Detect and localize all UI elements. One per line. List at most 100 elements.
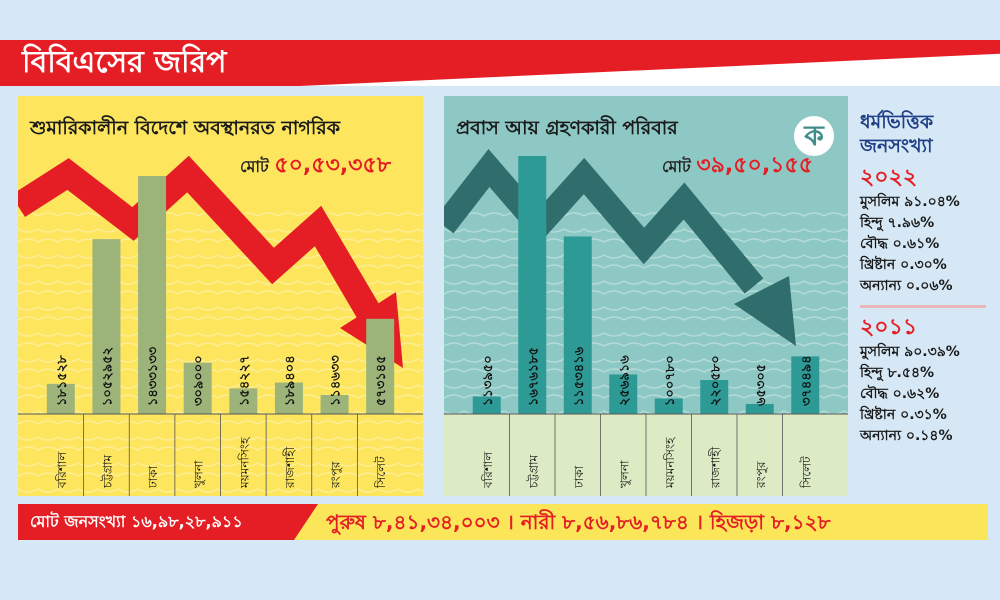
newspaper-logo-icon: ক bbox=[794, 116, 834, 156]
bar-value-label: ১৫৪২২৭ bbox=[237, 355, 252, 406]
decorative-wave bbox=[444, 316, 848, 321]
trend-arrow-head bbox=[734, 276, 796, 346]
category-label: বরিশাল bbox=[55, 451, 69, 489]
chart-total-label: মোট bbox=[240, 157, 269, 176]
bar-value-label: ১৬৭৬১৮৫ bbox=[526, 347, 541, 406]
bar-4 bbox=[654, 398, 683, 414]
decorative-wave bbox=[18, 254, 423, 259]
religion-title: ধর্মভিত্তিক জনসংখ্যা bbox=[860, 111, 934, 157]
footer-total-population: মোট জনসংখ্যা ১৬,৯৮,২৮,৯১১ bbox=[30, 512, 243, 531]
bar-value-label: ১৪৩৩১৩৩ bbox=[146, 346, 161, 406]
religion-year-2011: ২০১১ bbox=[860, 315, 918, 340]
religion-item: অন্যান্য ০.০৬% bbox=[860, 278, 953, 294]
bar-value-label: ৩৭৪৪৯৪ bbox=[799, 355, 814, 406]
chart-total-value: ৫০,৫৩,৩৫৮ bbox=[274, 153, 392, 178]
chart-total-value: ৩৯,৫০,১৫৫ bbox=[696, 153, 814, 178]
category-label: রংপুর bbox=[329, 461, 344, 489]
bar-value-label: ১০৫২৯৫২ bbox=[100, 347, 115, 406]
category-label: চট্টগ্রাম bbox=[100, 454, 114, 489]
chart-total: মোট ৫০,৫৩,৩৫৮ bbox=[240, 148, 391, 185]
chart-remittance: ১১৩৯৫০ বরিশাল ১৬৭৬১৮৫ চট্টগ্রাম ১১৫৩৪১৬ ঢাকা ২… bbox=[444, 96, 848, 496]
religion-item: অন্যান্য ০.১৪% bbox=[860, 428, 953, 444]
decorative-wave bbox=[444, 306, 848, 311]
decorative-wave bbox=[18, 472, 423, 477]
chart-title: প্রবাস আয় গ্রহণকারী পরিবার bbox=[456, 117, 678, 139]
bar-0 bbox=[472, 396, 501, 414]
decorative-wave bbox=[18, 264, 423, 269]
bar-7 bbox=[366, 318, 395, 414]
religion-item: খ্রিষ্টান ০.৩১% bbox=[860, 407, 947, 423]
bar-value-label: ১৮১৫২৮ bbox=[55, 355, 70, 406]
category-label: সিলেট bbox=[374, 456, 388, 489]
trend-arrow-line bbox=[18, 155, 380, 318]
bar-6 bbox=[745, 403, 774, 414]
decorative-wave bbox=[18, 436, 423, 441]
religion-year-2022: ২০২২ bbox=[860, 165, 918, 190]
footer-gender-breakdown: পুরুষ ৮,৪১,৩৪,০০৩ । নারী ৮,৫৬,৮৬,৭৮৪ । হ… bbox=[326, 510, 831, 534]
decorative-wave bbox=[18, 280, 423, 285]
decorative-wave bbox=[18, 488, 423, 493]
bar-value-label: ২৫৬৯১৬ bbox=[617, 355, 632, 406]
category-label: রাজশাহী bbox=[283, 446, 297, 489]
footer-population-bar: মোট জনসংখ্যা ১৬,৯৮,২৮,৯১১ পুরুষ ৮,৪১,৩৪,… bbox=[18, 504, 988, 540]
category-label: ঢাকা bbox=[146, 465, 160, 489]
religion-item: বৌদ্ধ ০.৬১% bbox=[860, 236, 940, 252]
bar-value-label: ১১৩৯৫০ bbox=[481, 355, 496, 406]
religion-stats: ধর্মভিত্তিক জনসংখ্যা ২০২২ মুসলিম ৯১.০৪% … bbox=[860, 110, 998, 447]
chart-panel-remittance: ১১৩৯৫০ বরিশাল ১৬৭৬১৮৫ চট্টগ্রাম ১১৫৩৪১৬ ঢাকা ২… bbox=[444, 96, 848, 496]
bar-value-label: ২২০৫৮০ bbox=[708, 355, 723, 406]
category-label: ময়মনসিংহ bbox=[237, 437, 251, 489]
header-title: বিবিএসের জরিপ bbox=[22, 45, 227, 80]
category-label: খুলনা bbox=[617, 460, 632, 488]
chart-total-label: মোট bbox=[662, 157, 691, 176]
bar-value-label: ৬৫৩০৫ bbox=[754, 364, 769, 406]
category-label: রংপুর bbox=[754, 461, 769, 489]
bar-5 bbox=[274, 382, 303, 414]
decorative-wave bbox=[444, 290, 848, 295]
bar-4 bbox=[229, 388, 258, 414]
decorative-wave bbox=[18, 238, 423, 243]
chart-total: মোট ৩৯,৫০,১৫৫ bbox=[662, 148, 813, 185]
category-label: বরিশাল bbox=[481, 451, 495, 489]
chart-expatriates: ১৮১৫২৮ বরিশাল ১০৫২৯৫২ চট্টগ্রাম ১৪৩৩১৩৩ ঢাকা ৩… bbox=[18, 96, 423, 496]
bar-1 bbox=[92, 239, 121, 414]
chart-title: শুমারিকালীন বিদেশে অবস্থানরত নাগরিক bbox=[30, 117, 341, 139]
religion-item: হিন্দু ৮.৫৪% bbox=[860, 365, 935, 381]
decorative-wave bbox=[444, 264, 848, 269]
decorative-wave bbox=[444, 254, 848, 259]
decorative-wave bbox=[18, 462, 423, 467]
category-label: ময়মনসিংহ bbox=[663, 437, 677, 489]
bar-1 bbox=[518, 156, 547, 414]
bar-5 bbox=[700, 380, 729, 414]
trend-arrow-line bbox=[444, 149, 764, 294]
religion-item: বৌদ্ধ ০.৬২% bbox=[860, 386, 940, 402]
bar-6 bbox=[320, 394, 349, 414]
bar-value-label: ৫৭৩১৪৫ bbox=[374, 355, 389, 406]
chart-panel-expatriates: ১৮১৫২৮ বরিশাল ১০৫২৯৫২ চট্টগ্রাম ১৪৩৩১৩৩ ঢাকা ৩… bbox=[18, 96, 423, 496]
bar-3 bbox=[609, 374, 638, 414]
bar-3 bbox=[183, 362, 212, 414]
bar-2 bbox=[563, 236, 592, 414]
category-label: চট্টগ্রাম bbox=[526, 454, 540, 489]
decorative-wave bbox=[18, 446, 423, 451]
category-label: খুলনা bbox=[192, 460, 207, 488]
category-label: রাজশাহী bbox=[708, 446, 722, 489]
bar-value-label: ১১৪৬৩৩ bbox=[329, 355, 344, 406]
bar-value-label: ১০০৭৮০ bbox=[663, 355, 678, 406]
religion-item: মুসলিম ৯১.০৪% bbox=[860, 194, 960, 210]
religion-item: খ্রিষ্টান ০.৩০% bbox=[860, 257, 947, 273]
religion-item: মুসলিম ৯০.৩৯% bbox=[860, 344, 960, 360]
footer-red-label-bg bbox=[18, 504, 318, 540]
bar-7 bbox=[791, 356, 820, 414]
decorative-wave bbox=[18, 420, 423, 425]
decorative-wave bbox=[444, 280, 848, 285]
category-label: সিলেট bbox=[799, 456, 813, 489]
bar-0 bbox=[46, 383, 75, 414]
bar-value-label: ১৮৯৪০৪ bbox=[283, 355, 298, 406]
bar-2 bbox=[138, 176, 167, 414]
religion-divider bbox=[860, 305, 986, 308]
bar-value-label: ১১৫৩৪১৬ bbox=[572, 346, 587, 406]
religion-item: হিন্দু ৭.৯৬% bbox=[860, 215, 935, 231]
bar-value-label: ৩০৯০০০ bbox=[192, 355, 207, 406]
category-label: ঢাকা bbox=[572, 465, 586, 489]
